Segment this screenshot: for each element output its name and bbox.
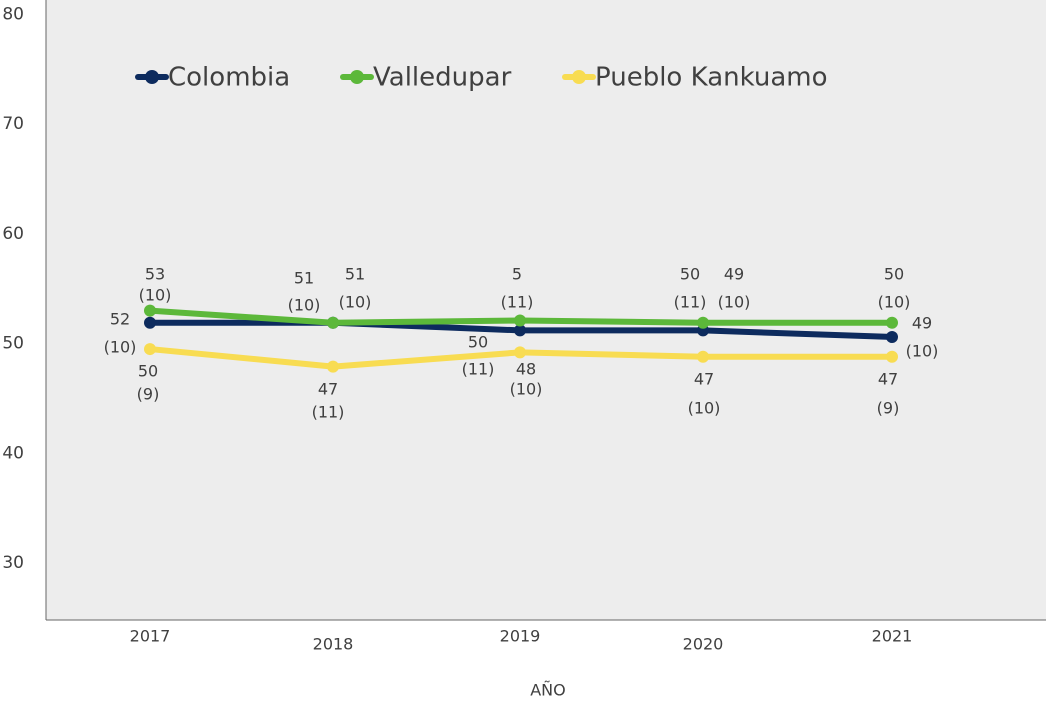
data-point xyxy=(327,360,339,373)
legend-label: Pueblo Kankuamo xyxy=(595,63,828,93)
data-point xyxy=(327,316,339,329)
annotation: 48 xyxy=(516,360,536,379)
legend-marker xyxy=(145,70,159,84)
data-point xyxy=(514,346,526,359)
annotation: 50 xyxy=(138,362,158,381)
x-tick-label: 2020 xyxy=(683,635,724,654)
y-tick-label: 50 xyxy=(2,334,24,354)
annotation: 50 xyxy=(884,265,904,284)
legend-marker xyxy=(350,70,364,84)
annotation: 5 xyxy=(512,265,522,284)
legend-label: Valledupar xyxy=(373,63,512,93)
annotation: 47 xyxy=(878,370,898,389)
annotation: (10) xyxy=(906,342,939,361)
annotation: (10) xyxy=(104,338,137,357)
data-point xyxy=(144,304,156,317)
annotation: (10) xyxy=(718,293,751,312)
y-tick-label: 70 xyxy=(2,114,24,134)
annotation: 47 xyxy=(694,370,714,389)
legend-marker xyxy=(572,70,586,84)
data-point xyxy=(144,316,156,329)
annotation: (10) xyxy=(339,293,372,312)
data-point xyxy=(886,330,898,343)
annotation: 50 xyxy=(680,265,700,284)
annotation: 47 xyxy=(318,380,338,399)
x-tick-label: 2017 xyxy=(130,627,171,646)
data-point xyxy=(514,324,526,337)
x-tick-label: 2018 xyxy=(313,635,354,654)
y-tick-label: 80 xyxy=(2,4,24,24)
data-point xyxy=(697,350,709,363)
data-point xyxy=(144,343,156,356)
x-tick-label: 2021 xyxy=(872,627,913,646)
y-tick-label: 60 xyxy=(2,224,24,244)
annotation: (10) xyxy=(688,399,721,418)
annotation: 51 xyxy=(345,265,365,284)
annotation: 49 xyxy=(912,314,932,333)
annotation: (9) xyxy=(877,399,900,418)
y-tick-label: 40 xyxy=(2,443,24,463)
y-tick-label: 30 xyxy=(2,553,24,573)
plot-area xyxy=(46,0,1046,620)
annotation: (11) xyxy=(312,403,345,422)
annotation: (10) xyxy=(510,380,543,399)
annotation: 50 xyxy=(468,333,488,352)
x-axis-title: AÑO xyxy=(530,681,566,700)
x-tick-label: 2019 xyxy=(500,627,541,646)
legend-label: Colombia xyxy=(168,63,290,93)
data-point xyxy=(886,316,898,329)
annotation: (10) xyxy=(878,293,911,312)
annotation: (11) xyxy=(462,360,495,379)
data-point xyxy=(697,316,709,329)
annotation: (10) xyxy=(288,296,321,315)
annotation: 51 xyxy=(294,269,314,288)
annotation: 53 xyxy=(145,265,165,284)
data-point xyxy=(514,314,526,327)
annotation: 52 xyxy=(110,310,130,329)
annotation: 49 xyxy=(724,265,744,284)
annotation: (11) xyxy=(674,293,707,312)
annotation: (11) xyxy=(501,293,534,312)
annotation: (10) xyxy=(139,286,172,305)
data-point xyxy=(886,350,898,363)
annotation: (9) xyxy=(137,385,160,404)
